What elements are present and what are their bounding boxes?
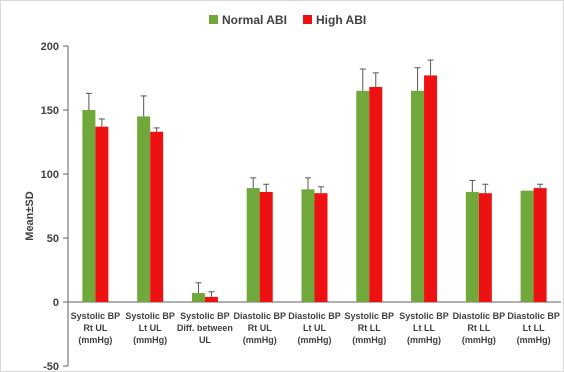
bar-normal-abi <box>191 293 205 302</box>
y-tick-label: 150 <box>41 105 59 117</box>
bar-high-abi <box>478 193 492 302</box>
y-tick-label: 200 <box>41 41 59 53</box>
y-tick-label: -50 <box>43 361 59 371</box>
bar-normal-abi <box>301 189 315 302</box>
x-tick-label: (mmHg) <box>352 335 386 345</box>
bar-normal-abi <box>82 110 96 302</box>
x-tick-label: Rt UL <box>248 323 272 333</box>
x-tick-label: Systolic BP <box>125 311 175 321</box>
x-tick-label: (mmHg) <box>517 335 551 345</box>
x-tick-label: Lt UL <box>303 323 326 333</box>
x-tick-label: Diastolic BP <box>288 311 341 321</box>
bar-normal-abi <box>246 188 260 302</box>
legend-swatch <box>209 15 218 24</box>
legend-swatch <box>303 15 312 24</box>
x-tick-label: (mmHg) <box>78 335 112 345</box>
bar-high-abi <box>533 188 547 302</box>
x-tick-label: Systolic BP <box>180 311 230 321</box>
legend: Normal ABI High ABI <box>209 13 366 27</box>
category-labels: Systolic BP Rt UL (mmHg) Systolic BP Lt UL (m… <box>71 311 560 345</box>
x-tick-label: Rt UL <box>83 323 107 333</box>
bar-high-abi <box>314 193 328 302</box>
x-tick-label: (mmHg) <box>298 335 332 345</box>
x-tick-label: Lt LL <box>523 323 545 333</box>
x-tick-label: (mmHg) <box>407 335 441 345</box>
bar-normal-abi <box>411 90 425 302</box>
bar-high-abi <box>95 126 109 302</box>
bar-high-abi <box>204 296 218 302</box>
x-tick-label: Systolic BP <box>71 311 121 321</box>
x-tick-label: Diastolic BP <box>453 311 506 321</box>
y-tick-label: 100 <box>41 169 59 181</box>
y-tick-label: 0 <box>53 297 59 309</box>
x-tick-label: Systolic BP <box>399 311 449 321</box>
bar-normal-abi <box>520 190 534 302</box>
x-tick-label: UL <box>199 335 211 345</box>
x-tick-label: Diff. between <box>177 323 233 333</box>
x-tick-label: Diastolic BP <box>507 311 560 321</box>
bar-high-abi <box>424 75 438 302</box>
x-tick-label: Lt LL <box>413 323 435 333</box>
bar-normal-abi <box>465 191 479 302</box>
x-tick-label: (mmHg) <box>133 335 167 345</box>
bar-high-abi <box>369 86 383 303</box>
y-tick-label: 50 <box>47 233 59 245</box>
x-tick-label: Rt LL <box>358 323 381 333</box>
bars <box>82 59 547 303</box>
x-tick-label: (mmHg) <box>462 335 496 345</box>
bar-normal-abi <box>137 116 151 303</box>
x-tick-label: Lt UL <box>139 323 162 333</box>
x-tick-label: Diastolic BP <box>233 311 286 321</box>
x-tick-label: Systolic BP <box>345 311 395 321</box>
x-tick-label: Rt LL <box>467 323 490 333</box>
bar-normal-abi <box>356 90 370 302</box>
x-tick-label: (mmHg) <box>243 335 277 345</box>
legend-label: High ABI <box>316 13 366 27</box>
legend-label: Normal ABI <box>222 13 287 27</box>
bar-high-abi <box>150 131 164 302</box>
y-axis-label: Mean±SD <box>24 191 36 240</box>
bar-high-abi <box>259 191 273 302</box>
